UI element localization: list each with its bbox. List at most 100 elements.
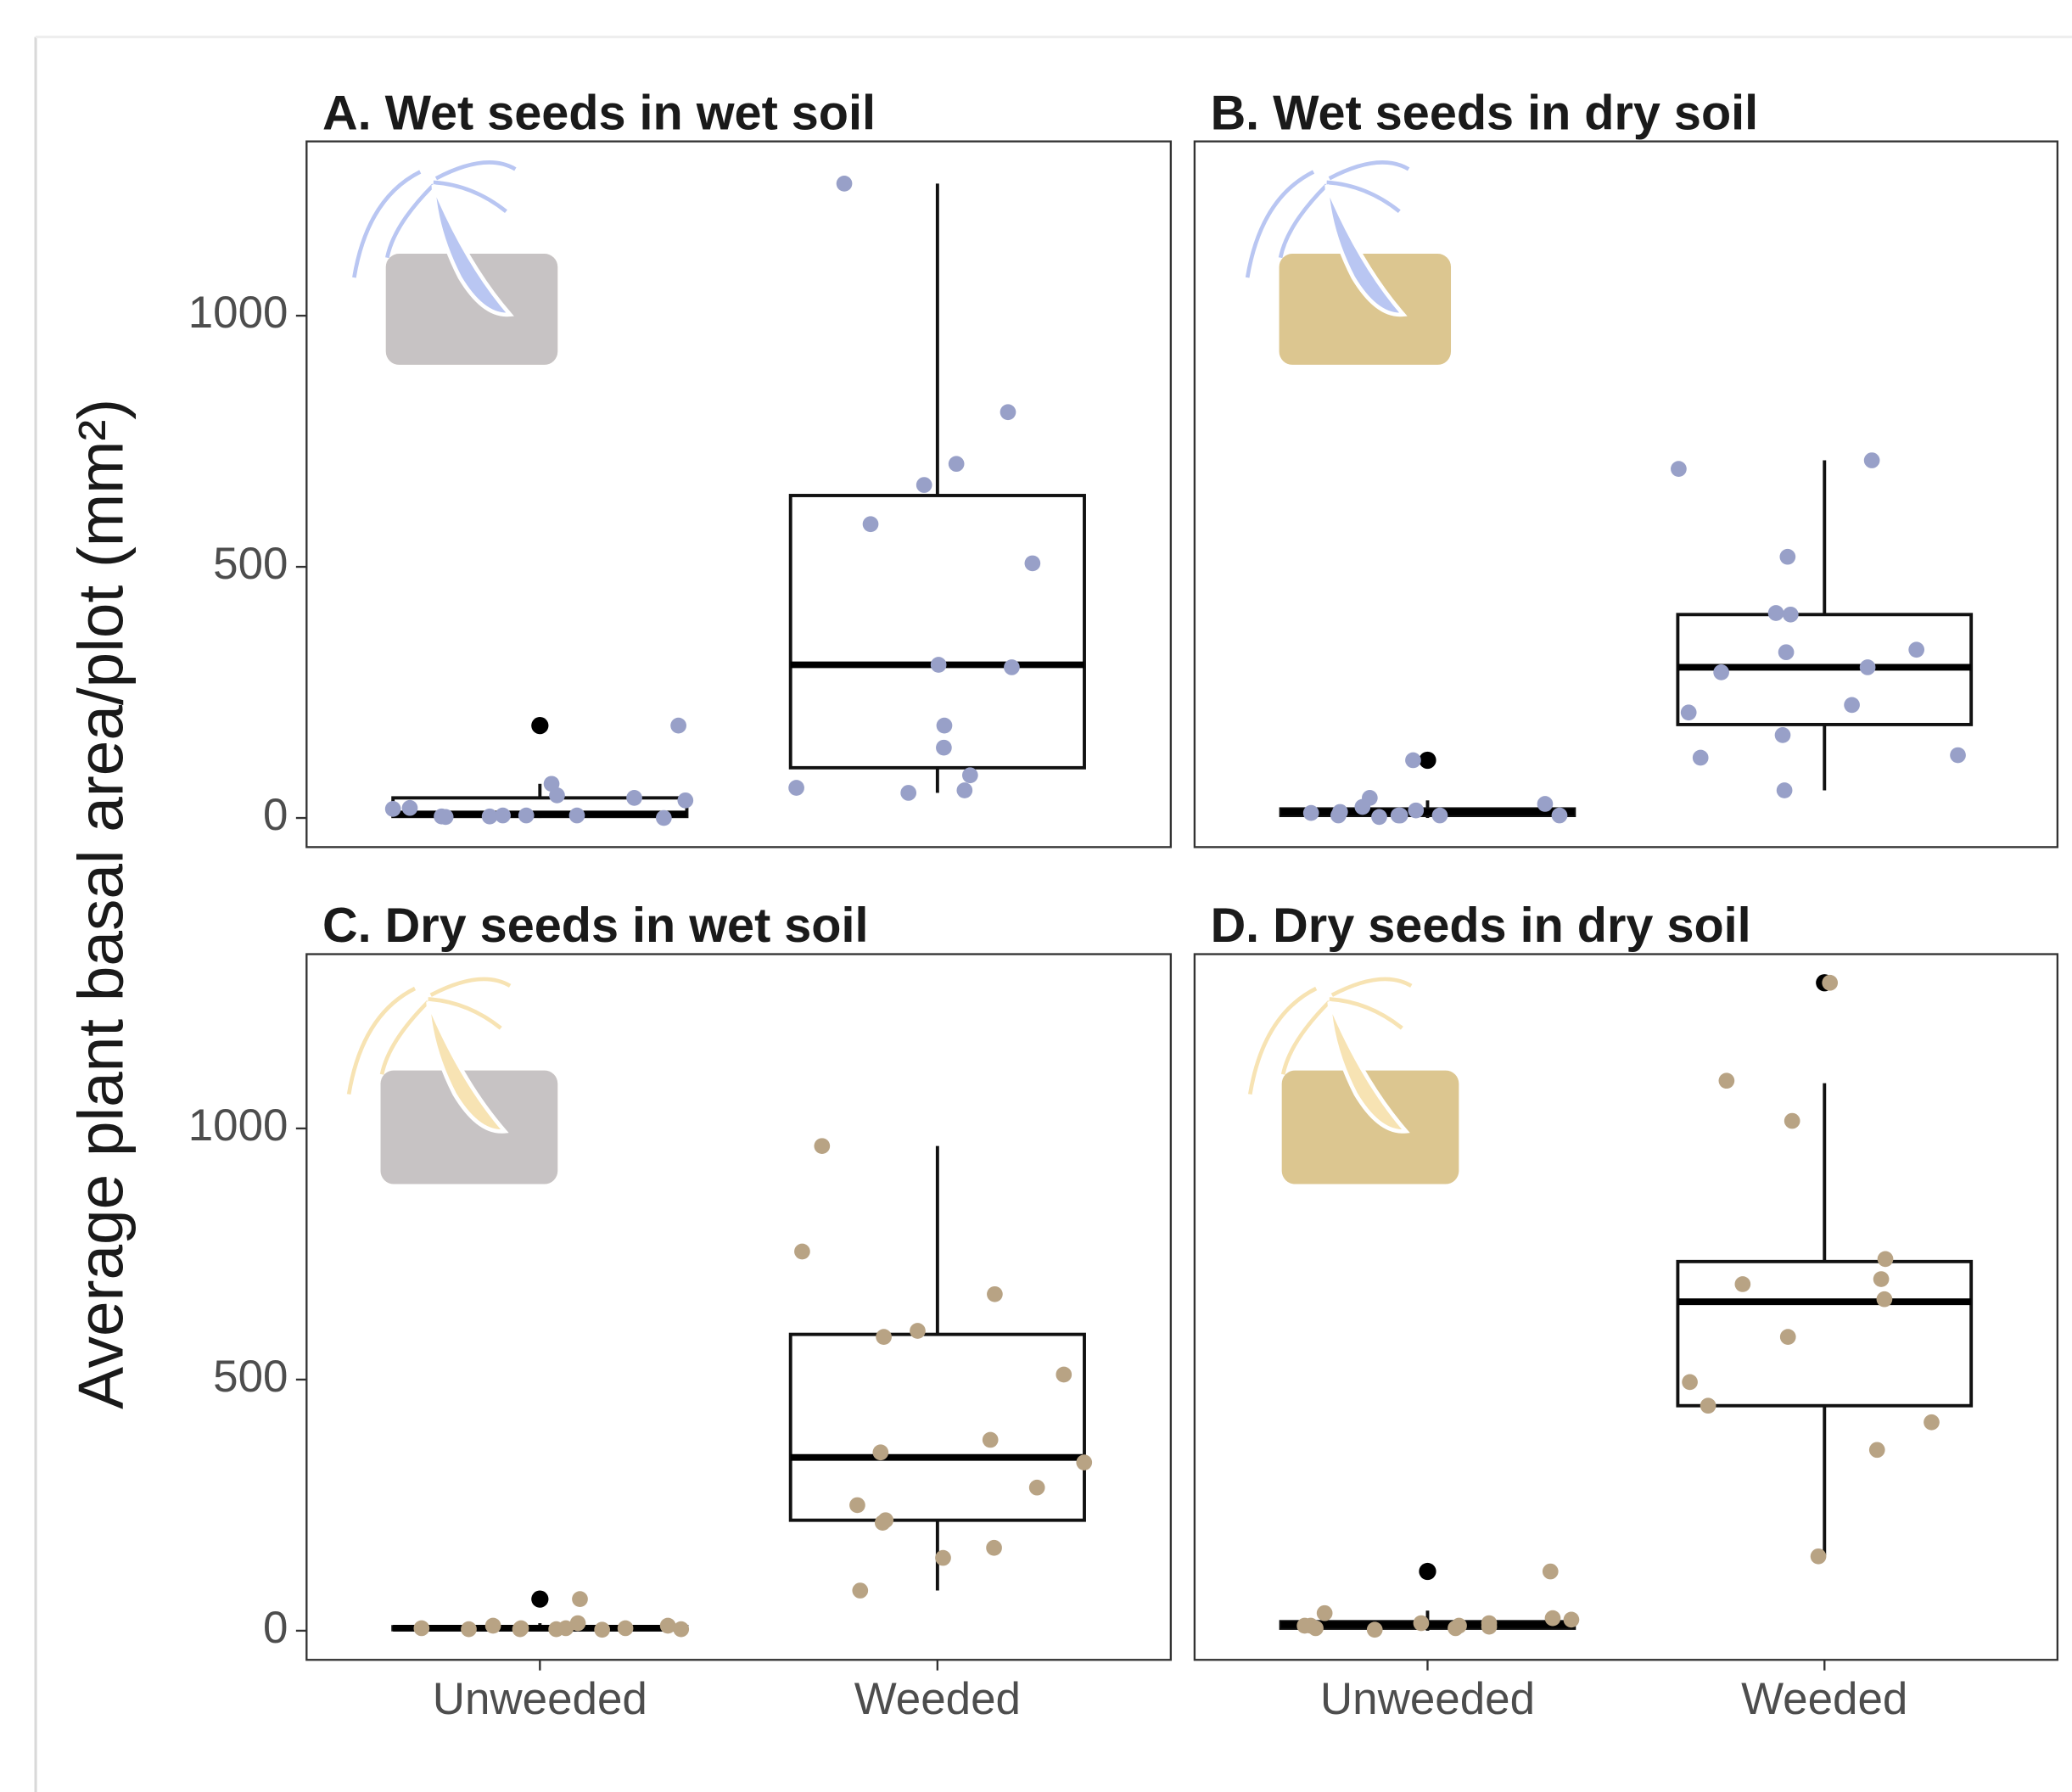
y-axis-label: Average plant basal area/plot (mm²) xyxy=(64,399,136,1409)
point xyxy=(962,767,978,783)
point xyxy=(931,657,947,673)
point xyxy=(983,1432,999,1448)
point xyxy=(1878,1252,1894,1268)
panel-title: C. Dry seeds in wet soil xyxy=(322,899,869,953)
point xyxy=(852,1582,868,1599)
point xyxy=(1371,809,1387,826)
point xyxy=(572,1591,588,1607)
outlier xyxy=(1419,752,1436,769)
point xyxy=(937,718,953,734)
point xyxy=(1545,1610,1561,1627)
point xyxy=(1392,808,1408,824)
point xyxy=(1693,750,1709,766)
y-tick-label: 500 xyxy=(213,1352,288,1402)
point xyxy=(544,776,560,792)
panel-title: B. Wet seeds in dry soil xyxy=(1211,86,1759,140)
panel-frame xyxy=(1195,955,2058,1660)
point xyxy=(1296,1618,1313,1634)
point xyxy=(618,1621,634,1637)
point xyxy=(872,1444,888,1460)
x-tick-label: Unweeded xyxy=(433,1674,647,1724)
point xyxy=(485,1618,501,1634)
point xyxy=(1029,1480,1045,1496)
point xyxy=(788,780,804,796)
point xyxy=(876,1329,892,1345)
point xyxy=(1056,1367,1072,1383)
outlier xyxy=(531,717,548,734)
panel-title: D. Dry seeds in dry soil xyxy=(1211,899,1751,953)
point xyxy=(1768,605,1784,621)
point xyxy=(1780,1329,1796,1345)
outlier xyxy=(531,1590,548,1607)
point xyxy=(1873,1271,1890,1287)
point xyxy=(673,1621,689,1638)
point xyxy=(1552,808,1568,824)
point xyxy=(956,782,972,798)
point xyxy=(1735,1276,1751,1292)
point xyxy=(1405,753,1421,769)
point xyxy=(1864,452,1880,468)
point xyxy=(1844,697,1860,713)
point xyxy=(849,1498,865,1514)
page: Average plant basal area/plot (mm²) A. W… xyxy=(0,0,2072,1792)
point xyxy=(1777,782,1793,798)
y-tick-label: 0 xyxy=(263,1603,288,1653)
point xyxy=(1822,975,1838,991)
point xyxy=(794,1244,810,1260)
point xyxy=(1775,727,1791,743)
point xyxy=(916,477,932,493)
x-tick-label: Unweeded xyxy=(1320,1674,1535,1724)
outlier xyxy=(1419,1563,1436,1580)
point xyxy=(1354,799,1370,815)
point xyxy=(1779,549,1795,565)
point xyxy=(986,1540,1002,1556)
point xyxy=(1025,556,1041,572)
point xyxy=(677,792,693,809)
point xyxy=(936,740,952,756)
point xyxy=(1481,1619,1498,1635)
x-tick-label: Weeded xyxy=(854,1674,1021,1724)
panel-title: A. Wet seeds in wet soil xyxy=(322,86,876,140)
y-tick-label: 1000 xyxy=(188,1100,288,1151)
point xyxy=(1877,1291,1893,1308)
point xyxy=(1004,659,1020,675)
point xyxy=(1367,1621,1383,1638)
point xyxy=(987,1286,1003,1302)
panel-frame xyxy=(1195,142,2058,848)
point xyxy=(1783,607,1799,623)
point xyxy=(518,808,535,824)
point xyxy=(863,516,879,532)
point xyxy=(1719,1072,1735,1089)
point xyxy=(875,1515,891,1531)
point xyxy=(670,718,686,734)
point xyxy=(1537,796,1554,812)
figure: Average plant basal area/plot (mm²) A. W… xyxy=(0,0,2072,1792)
point xyxy=(1860,659,1876,675)
point xyxy=(1076,1454,1092,1470)
point xyxy=(438,809,454,826)
point xyxy=(1778,644,1795,660)
point xyxy=(1908,641,1924,658)
x-tick-label: Weeded xyxy=(1741,1674,1907,1724)
point xyxy=(402,800,418,816)
point xyxy=(949,456,965,472)
y-tick-label: 500 xyxy=(213,539,288,589)
point xyxy=(814,1138,830,1154)
point xyxy=(1451,1618,1467,1634)
y-tick-label: 1000 xyxy=(188,288,288,338)
point xyxy=(1924,1414,1940,1431)
point xyxy=(1811,1548,1827,1565)
point xyxy=(1408,803,1424,819)
point xyxy=(1700,1397,1716,1414)
point xyxy=(594,1621,610,1638)
point xyxy=(548,1621,564,1638)
point xyxy=(1784,1113,1800,1129)
point xyxy=(1330,808,1347,824)
point xyxy=(1564,1612,1580,1628)
point xyxy=(656,810,672,826)
point xyxy=(461,1621,477,1638)
point xyxy=(1414,1616,1430,1632)
point xyxy=(935,1550,951,1566)
point xyxy=(910,1323,926,1339)
point xyxy=(900,785,916,801)
